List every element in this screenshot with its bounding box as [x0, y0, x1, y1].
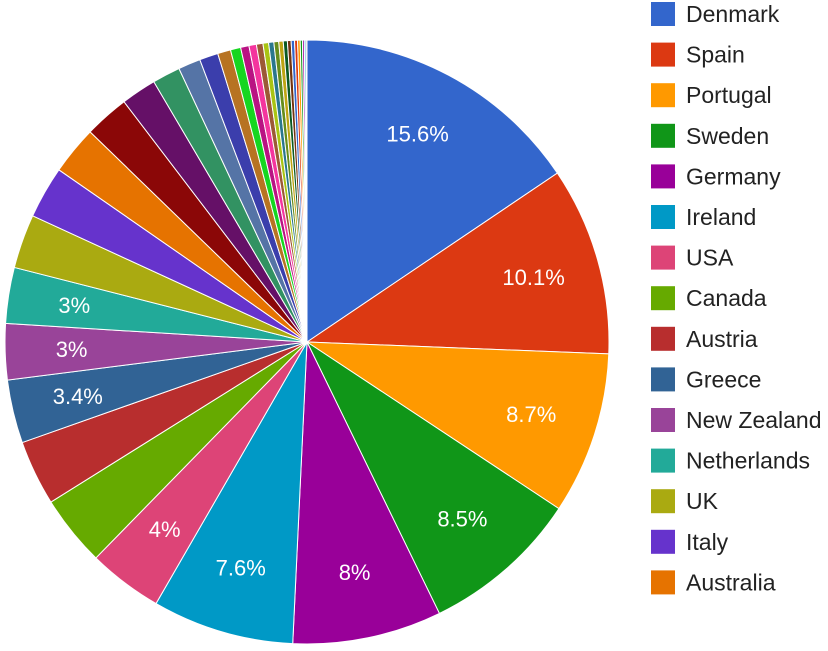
legend-item-germany: Germany	[651, 163, 781, 189]
legend-label: Sweden	[686, 123, 769, 149]
pie-slice-ireland	[155, 341, 308, 645]
legend-swatch	[651, 123, 675, 148]
legend-swatch	[651, 408, 675, 432]
legend-label: Germany	[686, 163, 781, 189]
legend-item-ireland: Ireland	[651, 204, 756, 230]
legend-label: UK	[686, 488, 719, 514]
legend-item-australia: Australia	[651, 569, 776, 595]
legend-swatch	[651, 83, 675, 108]
slice-label-spain: 10.1%	[502, 265, 564, 290]
legend-swatch	[651, 245, 675, 270]
legend-label: Denmark	[686, 1, 780, 27]
legend-label: Australia	[686, 569, 776, 595]
slice-label-portugal: 8.7%	[506, 402, 556, 427]
legend-swatch	[651, 164, 675, 189]
legend-label: USA	[686, 245, 734, 271]
legend-swatch	[651, 286, 675, 311]
legend-label: Ireland	[686, 204, 756, 230]
slice-label-denmark: 15.6%	[386, 122, 448, 147]
legend-swatch	[651, 489, 675, 514]
legend-item-denmark: Denmark	[651, 1, 780, 27]
legend-label: Italy	[686, 529, 729, 555]
legend-label: Canada	[686, 285, 767, 311]
pie-slice-portugal	[305, 341, 610, 510]
legend-item-usa: USA	[651, 245, 734, 271]
slice-label-netherlands: 3%	[58, 293, 90, 318]
legend-swatch	[651, 529, 675, 554]
chart-legend: Denmark Spain Portugal Sweden Germany Ireland…	[651, 1, 822, 595]
pie-slice-sweden	[305, 340, 560, 615]
pie-slice-other-37	[305, 39, 308, 343]
legend-swatch	[651, 367, 675, 392]
legend-label: Greece	[686, 366, 761, 392]
legend-item-greece: Greece	[651, 366, 761, 392]
legend-item-italy: Italy	[651, 529, 729, 555]
legend-label: Portugal	[686, 82, 772, 108]
slice-label-greece: 3.4%	[53, 384, 103, 409]
pie-slice-labels: 15.6% 10.1% 8.7% 8.5% 8% 7.6% 4% 3.4% 3% 3%	[53, 122, 565, 586]
legend-item-austria: Austria	[651, 326, 758, 352]
slice-label-usa: 4%	[149, 517, 181, 542]
legend-item-sweden: Sweden	[651, 123, 769, 149]
legend-label: Austria	[686, 326, 758, 352]
slice-label-ireland: 7.6%	[216, 556, 266, 581]
legend-item-uk: UK	[651, 488, 719, 514]
pie-slice-spain	[305, 172, 610, 355]
legend-swatch	[651, 205, 675, 229]
legend-swatch	[651, 42, 675, 67]
slice-label-sweden: 8.5%	[437, 507, 487, 532]
legend-swatch	[651, 326, 675, 351]
legend-swatch	[651, 570, 675, 595]
legend-item-netherlands: Netherlands	[651, 448, 810, 474]
legend-item-portugal: Portugal	[651, 82, 772, 108]
slice-label-germany: 8%	[339, 560, 371, 585]
legend-item-new-zealand: New Zealand	[651, 407, 822, 433]
pie-slice-denmark	[306, 39, 559, 343]
legend-label: Netherlands	[686, 448, 810, 474]
legend-label: Spain	[686, 42, 745, 68]
legend-item-spain: Spain	[651, 42, 745, 68]
pie-slice-germany	[292, 341, 441, 645]
legend-swatch	[651, 448, 675, 473]
slice-label-new-zealand: 3%	[56, 337, 88, 362]
legend-swatch	[651, 2, 675, 26]
legend-label: New Zealand	[686, 407, 822, 433]
legend-item-canada: Canada	[651, 285, 767, 311]
pie-slices	[4, 39, 610, 645]
